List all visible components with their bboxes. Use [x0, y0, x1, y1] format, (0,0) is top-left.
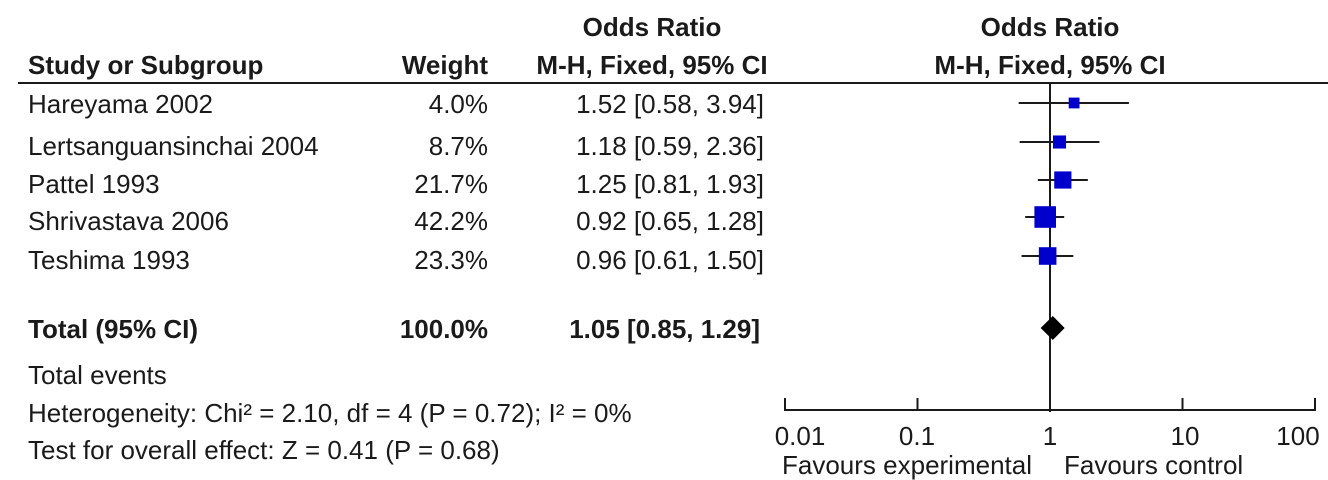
study-name: Teshima 1993	[28, 245, 190, 275]
col-header-or: M-H, Fixed, 95% CI	[536, 50, 768, 80]
study-ci: 1.52 [0.58, 3.94]	[576, 89, 764, 119]
weight-square	[1054, 171, 1072, 189]
x-tick-label: 0.1	[898, 421, 936, 451]
x-tick-label: 0.01	[774, 421, 826, 451]
col-header-weight: Weight	[401, 50, 488, 80]
pooled-diamond	[1040, 316, 1065, 340]
or-group-header: Odds Ratio	[582, 12, 722, 42]
col-header-plot: M-H, Fixed, 95% CI	[934, 50, 1166, 80]
study-name: Pattel 1993	[28, 169, 160, 199]
weight-square	[1068, 97, 1080, 109]
heterogeneity-text: Heterogeneity: Chi² = 2.10, df = 4 (P = …	[28, 398, 632, 428]
weight-square	[1052, 135, 1067, 149]
col-header-study: Study or Subgroup	[28, 50, 264, 80]
x-tick-label: 100	[1276, 421, 1320, 451]
study-ci: 0.96 [0.61, 1.50]	[576, 245, 764, 275]
study-name: Shrivastava 2006	[28, 206, 229, 236]
weight-square	[1034, 206, 1056, 228]
total-ci: 1.05 [0.85, 1.29]	[569, 314, 760, 344]
study-ci: 1.18 [0.59, 2.36]	[576, 131, 764, 161]
weight-square	[1038, 247, 1057, 265]
study-ci: 0.92 [0.65, 1.28]	[576, 206, 764, 236]
x-tick-label: 1	[1042, 421, 1058, 451]
favours-left-label: Favours experimental	[782, 450, 1032, 480]
study-name: Lertsanguansinchai 2004	[28, 131, 319, 161]
study-weight: 4.0%	[428, 89, 488, 119]
total-weight: 100.0%	[399, 314, 488, 344]
study-weight: 23.3%	[414, 245, 488, 275]
study-weight: 8.7%	[428, 131, 488, 161]
study-weight: 42.2%	[414, 206, 488, 236]
study-name: Hareyama 2002	[28, 89, 213, 119]
study-weight: 21.7%	[414, 169, 488, 199]
plot-group-header: Odds Ratio	[980, 12, 1120, 42]
overall-effect-text: Test for overall effect: Z = 0.41 (P = 0…	[28, 435, 500, 465]
total-label: Total (95% CI)	[28, 314, 198, 344]
favours-right-label: Favours control	[1064, 450, 1244, 480]
total-events-label: Total events	[28, 360, 167, 390]
study-ci: 1.25 [0.81, 1.93]	[576, 169, 764, 199]
x-tick-label: 10	[1170, 421, 1200, 451]
